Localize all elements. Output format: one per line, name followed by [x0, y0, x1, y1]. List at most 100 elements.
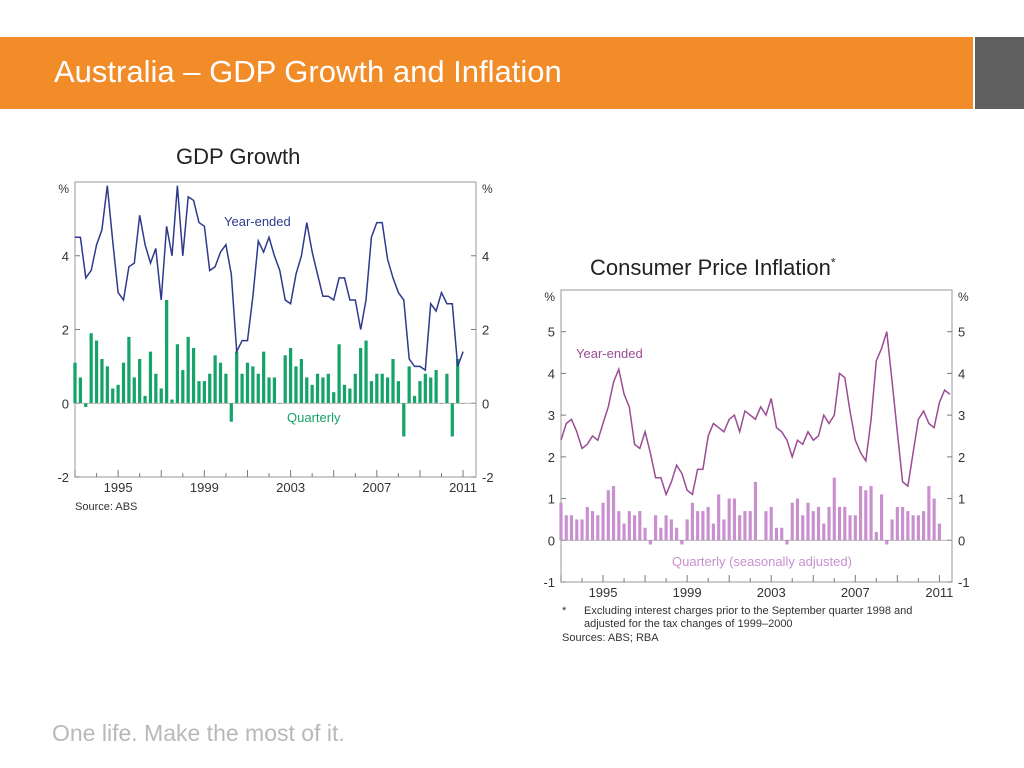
- gdp-quarterly-bar: [353, 373, 357, 404]
- cpi-quarterly-bar: [569, 515, 574, 541]
- gdp-quarterly-bar: [418, 381, 422, 404]
- gdp-quarterly-bar: [165, 300, 169, 404]
- cpi-quarterly-bar: [822, 523, 826, 541]
- cpi-quarterly-bar: [601, 502, 605, 541]
- gdp-quarterly-bar: [429, 377, 433, 404]
- gdp-quarterly-bar: [100, 359, 104, 404]
- cpi-quarterly-bar: [811, 511, 815, 541]
- gdp-quarterly-bar: [450, 403, 454, 437]
- cpi-quarterly-bar: [611, 486, 616, 541]
- gdp-quarterly-bar: [89, 333, 93, 404]
- gdp-quarterly-bar: [154, 373, 158, 404]
- gdp-quarterly-bar: [208, 373, 212, 404]
- gdp-quarterly-bar: [262, 351, 266, 404]
- cpi-quarterly-bar: [743, 511, 747, 541]
- cpi-year-ended-line: [560, 331, 951, 497]
- cpi-quarterly-bar: [696, 511, 700, 541]
- gdp-quarterly-bar: [202, 381, 206, 404]
- cpi-ytick-label-right: -1: [958, 575, 970, 590]
- cpi-quarterly-bar: [906, 511, 910, 541]
- cpi-quarterly-bar: [832, 477, 836, 541]
- gdp-quarterly-bar: [412, 395, 417, 404]
- cpi-quarterly-bar: [927, 486, 931, 541]
- cpi-quarterly-bar: [785, 540, 789, 545]
- cpi-ytick-label-left: 1: [548, 492, 555, 507]
- cpi-quarterly-bar: [559, 502, 563, 541]
- cpi-ytick-label-left: 2: [548, 450, 555, 465]
- cpi-quarterly-bar: [837, 506, 842, 541]
- gdp-ytick-label-left: 4: [62, 249, 69, 264]
- cpi-quarterly-bar: [706, 506, 710, 541]
- cpi-quarterly-bar: [864, 490, 868, 541]
- cpi-chart-title: Consumer Price Inflation*: [590, 255, 836, 280]
- gdp-year-ended-label: Year-ended: [224, 214, 291, 229]
- gdp-quarterly-bar: [127, 336, 131, 404]
- cpi-quarterly-bar: [748, 511, 752, 541]
- gdp-ytick-label-left: 0: [62, 396, 69, 411]
- cpi-ytick-label-right: 5: [958, 325, 965, 340]
- cpi-quarterly-bar: [711, 523, 715, 541]
- cpi-quarterly-bar: [617, 511, 621, 541]
- cpi-quarterly-bar: [575, 519, 579, 541]
- cpi-ytick-label-right: 2: [958, 450, 965, 465]
- gdp-quarterly-bar: [143, 395, 147, 404]
- gdp-quarterly-bar: [267, 377, 271, 404]
- cpi-quarterly-bar: [596, 515, 600, 541]
- gdp-quarterly-bar: [132, 377, 136, 404]
- cpi-quarterly-bar: [890, 519, 894, 541]
- gdp-quarterly-bar: [213, 355, 217, 404]
- gdp-quarterly-bar: [197, 381, 201, 404]
- gdp-quarterly-bar: [181, 370, 185, 404]
- cpi-quarterly-bar: [869, 486, 873, 541]
- cpi-ytick-label-left: 5: [548, 325, 555, 340]
- gdp-quarterly-bar: [229, 403, 233, 422]
- gdp-quarterly-bar: [116, 384, 120, 404]
- gdp-quarterly-bar: [175, 344, 180, 404]
- cpi-quarterly-bar: [685, 519, 689, 541]
- cpi-quarterly-bar: [669, 519, 673, 541]
- gdp-quarterly-bar: [364, 340, 368, 404]
- cpi-quarterly-bar: [780, 527, 784, 541]
- cpi-quarterly-bar: [806, 502, 810, 541]
- gdp-ytick-label-right: -2: [482, 470, 494, 485]
- cpi-source-note: Sources: ABS; RBA: [562, 632, 659, 644]
- cpi-quarterly-bar: [606, 490, 610, 541]
- cpi-ytick-label-right: 4: [958, 366, 965, 381]
- cpi-quarterly-bar: [922, 511, 926, 541]
- slide-title: Australia – GDP Growth and Inflation: [54, 54, 562, 89]
- cpi-ytick-label-left: 3: [548, 408, 555, 423]
- gdp-quarterly-bar: [283, 355, 287, 404]
- cpi-quarterly-bar: [675, 527, 679, 541]
- cpi-quarterly-bar: [585, 506, 589, 541]
- cpi-xtick-label: 2003: [757, 585, 786, 600]
- gdp-xtick-label: 2007: [362, 480, 391, 495]
- cpi-quarterly-bar: [680, 540, 684, 545]
- gdp-quarterly-bar: [272, 377, 277, 404]
- gdp-quarterly-bar: [310, 384, 314, 404]
- cpi-quarterly-label: Quarterly (seasonally adjusted): [672, 554, 852, 569]
- cpi-unit-left: %: [544, 290, 555, 304]
- gdp-quarterly-bar: [251, 366, 255, 404]
- cpi-quarterly-bar: [717, 494, 721, 541]
- cpi-quarterly-bar: [774, 527, 779, 541]
- gdp-quarterly-bar: [94, 340, 99, 404]
- cpi-unit-right: %: [958, 290, 969, 304]
- cpi-quarterly-bar: [769, 506, 773, 541]
- cpi-footnote-marker: *: [562, 605, 567, 617]
- gdp-unit-left: %: [58, 182, 69, 196]
- gdp-quarterly-bar: [299, 359, 303, 404]
- cpi-quarterly-bar: [885, 540, 889, 545]
- gdp-year-ended-line: [75, 185, 464, 372]
- cpi-footnote-line2: adjusted for the tax changes of 1999–200…: [584, 618, 793, 630]
- gdp-quarterly-bar: [186, 336, 190, 404]
- gdp-quarterly-bar: [148, 351, 153, 404]
- gdp-quarterly-bar: [191, 347, 196, 404]
- gdp-ytick-label-left: -2: [57, 470, 69, 485]
- gdp-quarterly-bar: [456, 359, 460, 404]
- cpi-ytick-label-left: -1: [543, 575, 555, 590]
- cpi-xtick-label: 1995: [589, 585, 618, 600]
- gdp-quarterly-bar: [138, 359, 142, 404]
- cpi-quarterly-bar: [874, 531, 878, 541]
- gdp-quarterly-bar: [240, 373, 244, 404]
- gdp-ytick-label-right: 4: [482, 249, 489, 264]
